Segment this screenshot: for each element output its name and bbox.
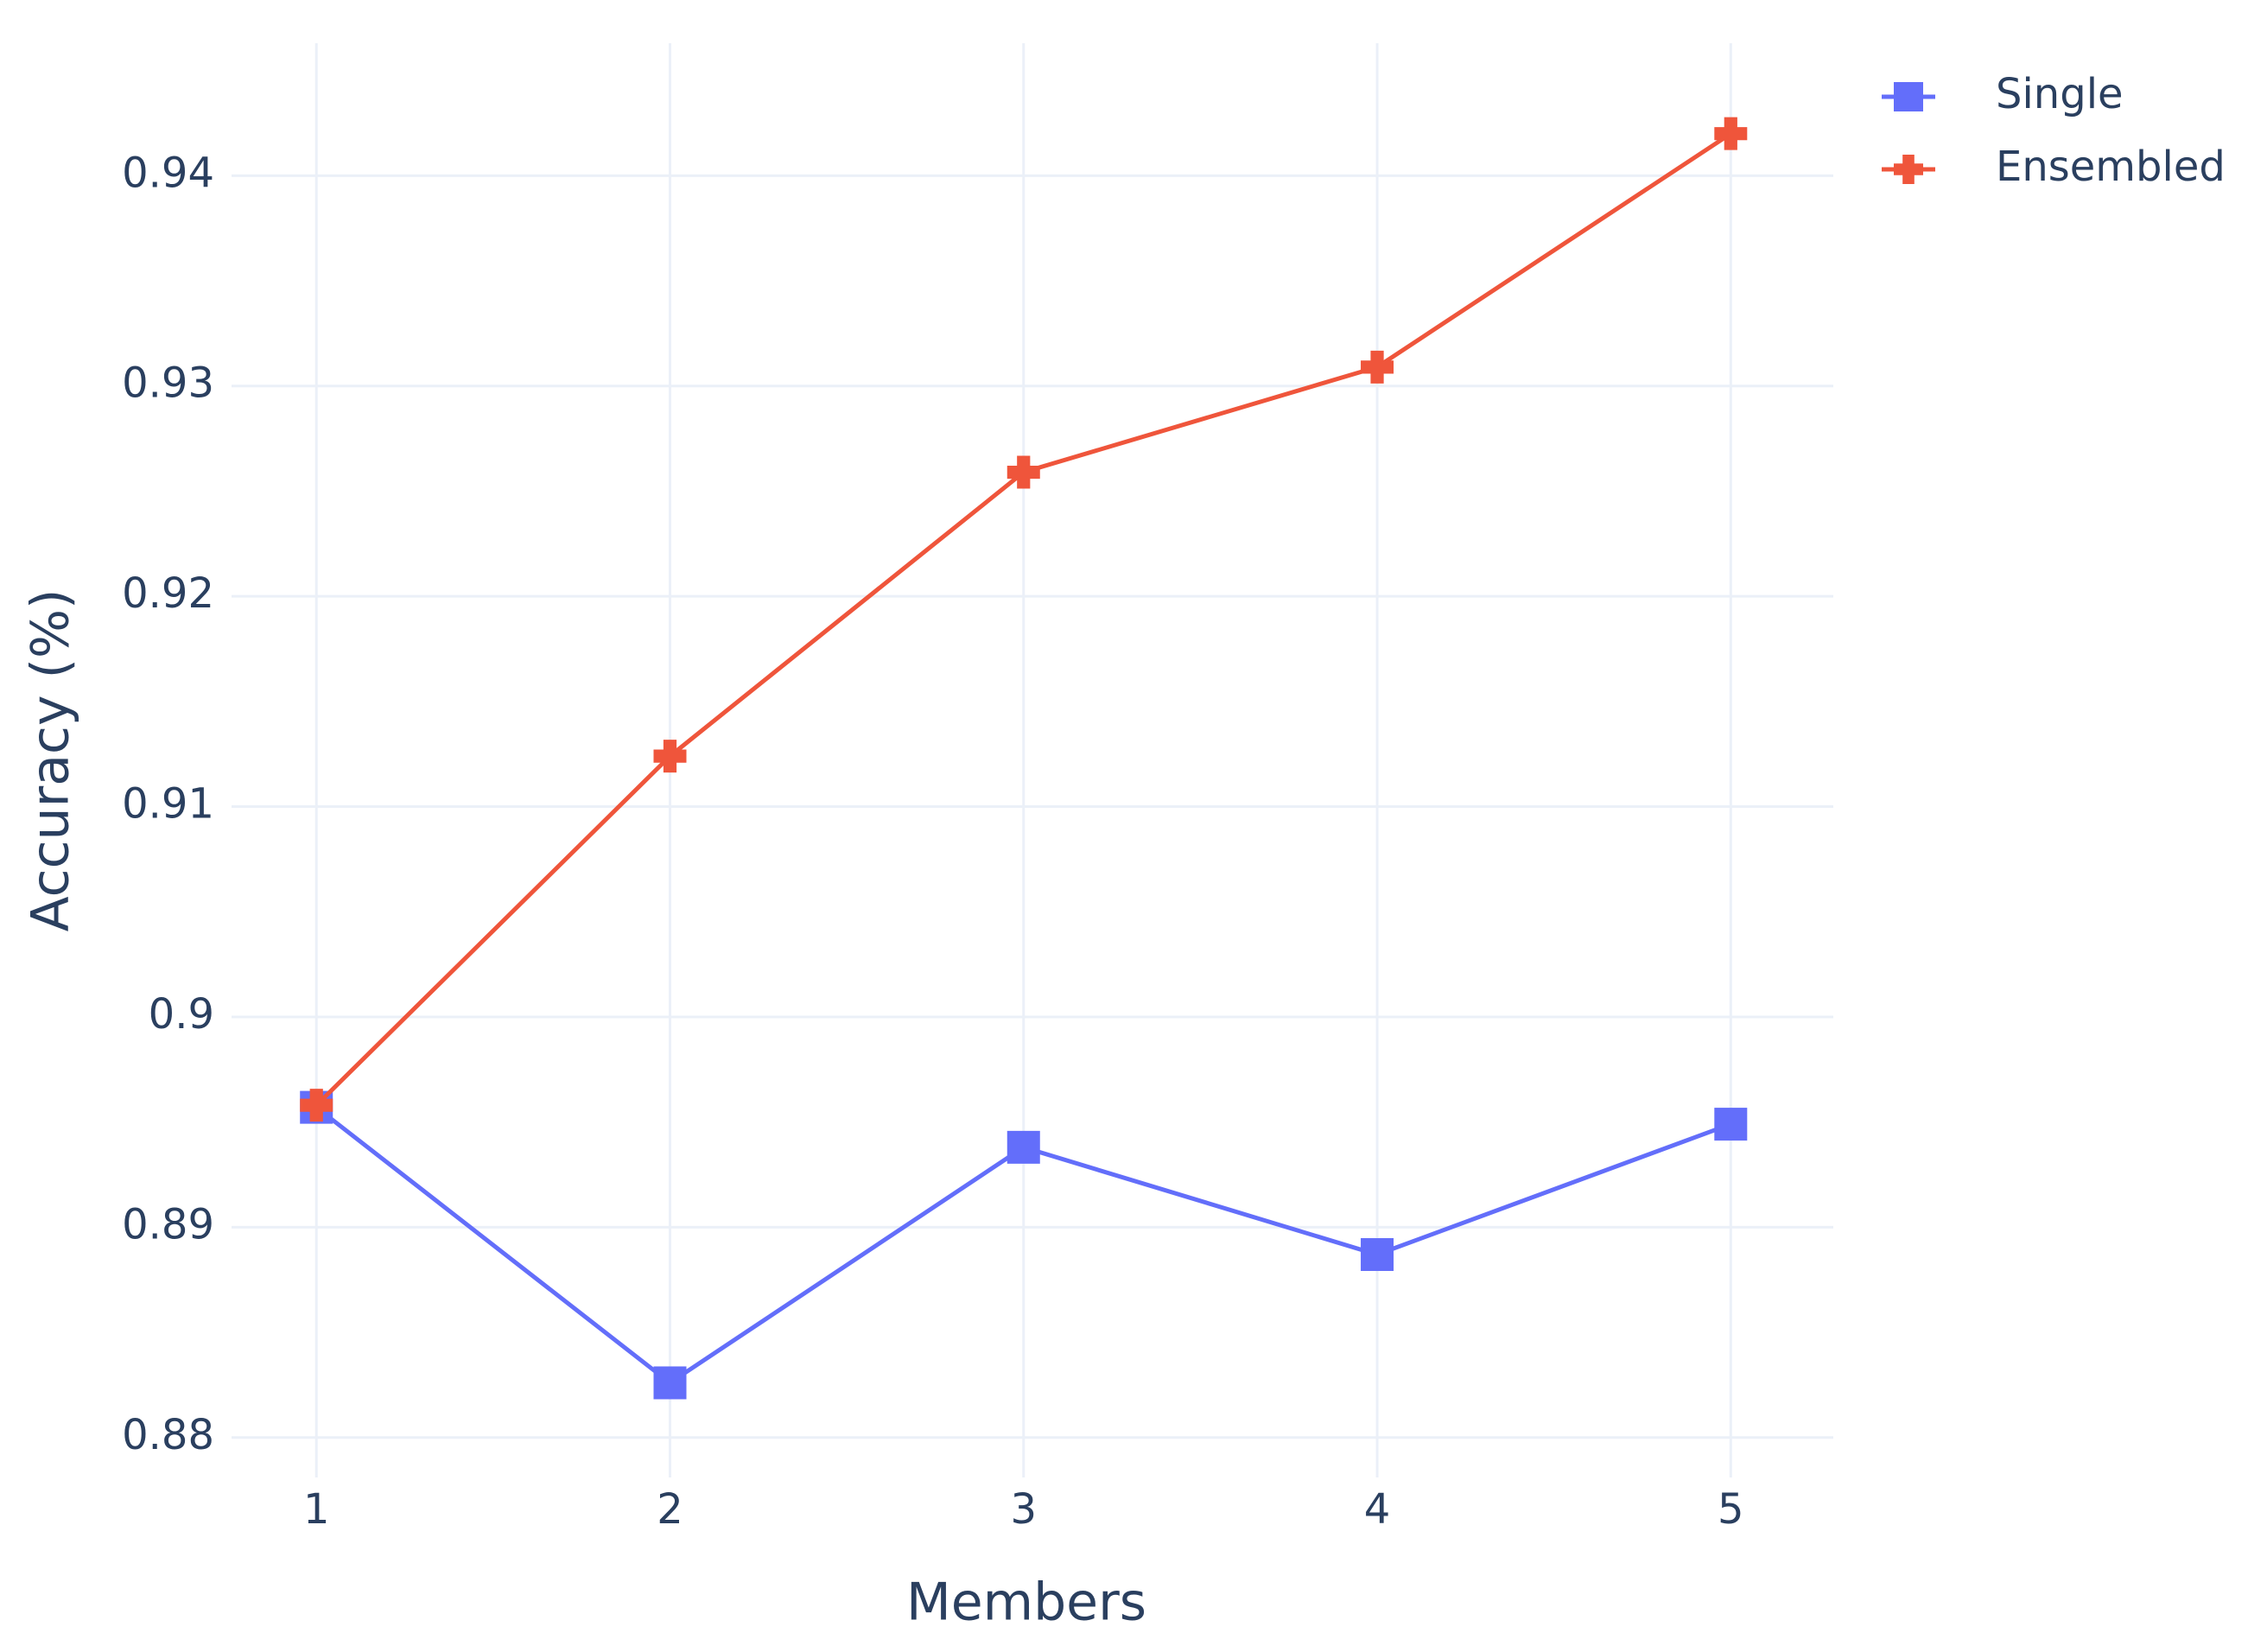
marker [1894,155,1923,184]
marker [1006,455,1040,489]
y-tick-label: 0.9 [149,990,214,1039]
marker [653,740,687,773]
y-tick-label: 0.91 [122,780,214,829]
y-tick-label: 0.92 [122,569,214,618]
x-tick-label: 1 [303,1485,330,1534]
legend-label: Single [1996,70,2124,118]
legend-label: Ensembled [1996,143,2226,191]
marker [1361,350,1394,384]
marker [1361,1237,1394,1271]
x-tick-label: 5 [1718,1485,1744,1534]
x-tick-label: 4 [1364,1485,1391,1534]
marker [653,1366,687,1400]
y-tick-label: 0.93 [122,359,214,408]
y-tick-label: 0.89 [122,1200,214,1249]
marker [1894,82,1923,111]
marker [1714,1108,1748,1141]
y-tick-label: 0.94 [122,149,214,197]
x-axis-title: Members [906,1573,1146,1633]
marker [1714,117,1748,150]
y-tick-label: 0.88 [122,1411,214,1459]
marker [300,1089,333,1122]
y-axis-title: Accuracy (%) [21,589,81,932]
marker [1006,1130,1040,1164]
x-tick-label: 2 [657,1485,683,1534]
x-tick-label: 3 [1010,1485,1037,1534]
